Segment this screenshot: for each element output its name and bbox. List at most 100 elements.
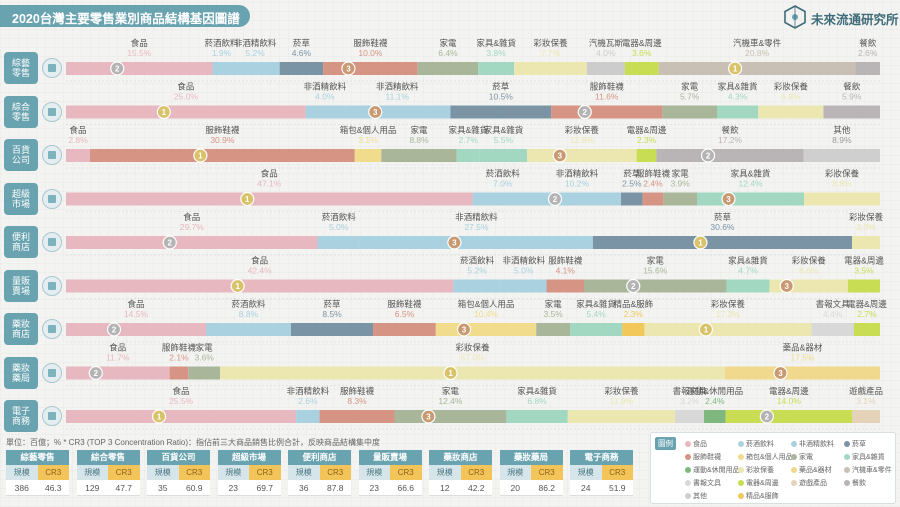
summary-column: 藥妝商店 規模 CR3 12 42.2: [429, 450, 492, 496]
bar-segment: [636, 149, 657, 162]
rank-badge-number: 2: [94, 369, 99, 378]
legend-label: 汽機車&零件: [852, 467, 892, 474]
summary-scale-header: 規模: [570, 465, 602, 480]
bar-segment: [453, 279, 501, 293]
legend-item: 其他: [685, 491, 707, 501]
segment-category-label: 遊戲產品: [849, 386, 883, 396]
bar-segment: [500, 279, 547, 293]
rank-badge-number: 3: [373, 108, 378, 117]
bar-segment: [644, 323, 812, 336]
segment-value-label: 12.8%: [570, 135, 595, 145]
rank-badge-number: 2: [112, 326, 117, 335]
rank-badge-number: 3: [452, 239, 457, 248]
segment-value-label: 2.7%: [857, 309, 877, 319]
segment-value-label: 3.1%: [358, 135, 378, 145]
rank-badge: [700, 148, 716, 163]
bar-segment: [624, 62, 659, 75]
row-label-text: 公司: [11, 155, 30, 165]
segment-category-label: 家電: [411, 125, 429, 135]
bar-segment: [551, 105, 663, 119]
rank-badge: [727, 61, 743, 76]
legend-label: 其他: [693, 493, 707, 500]
bar-segment: [855, 62, 880, 75]
bar-segment: [567, 410, 676, 423]
bar-segment: [803, 149, 880, 162]
segment-category-label: 食品: [69, 125, 86, 135]
segment-value-label: 5.0%: [514, 266, 534, 276]
legend-item: 食品: [685, 439, 707, 449]
row-label: 電子 商務: [4, 400, 38, 432]
segment-value-label: 17.3%: [716, 309, 741, 319]
segment-value-label: 12.4%: [738, 179, 763, 189]
segment-value-label: 4.0%: [315, 92, 335, 102]
bar-segment: [546, 279, 584, 293]
legend-item: 汽機車&零件: [844, 465, 892, 475]
segment-category-label: 電器&周邊: [847, 299, 887, 309]
bar-segment: [450, 105, 552, 119]
segment-category-label: 汽機車&零件: [733, 38, 782, 48]
segment-value-label: 30.9%: [210, 135, 235, 145]
bar-segment: [656, 149, 804, 162]
row-label-text: 商店: [11, 242, 30, 252]
segment-value-label: 14.0%: [777, 396, 802, 406]
segment-category-label: 家電: [681, 82, 699, 92]
legend-swatch: [685, 441, 691, 448]
bar-segment: [852, 410, 880, 423]
row-label: 藥妝 藥局: [4, 356, 38, 389]
segment-value-label: 12.4%: [438, 396, 463, 406]
row-label: 量販 賣場: [4, 269, 38, 302]
rank-badge: [341, 61, 356, 76]
summary-scale-value: 12: [440, 483, 450, 493]
segment-category-label: 食品: [177, 82, 194, 92]
rank-badge-number: 1: [198, 152, 203, 161]
bar-segment: [296, 410, 320, 423]
segment-value-label: 7.7%: [541, 48, 561, 58]
bar-segment: [394, 410, 507, 423]
summary-cr3-header: CR3: [108, 465, 140, 480]
legend-item: 家電: [791, 452, 813, 462]
segment-value-label: 3.1%: [856, 396, 876, 406]
segment-category-label: 彩妝保養: [711, 299, 746, 309]
category-icon: [42, 319, 62, 339]
segment-value-label: 57.0%: [461, 353, 486, 363]
row-label-text: 綜合: [11, 101, 30, 112]
summary-cr3-value: 87.8: [326, 483, 344, 493]
segment-value-label: 25.5%: [169, 396, 194, 406]
legend-label: 食品: [693, 441, 707, 448]
row-label: 藥妝 商店: [4, 313, 38, 345]
rank-badge-number: 3: [558, 152, 563, 161]
bar-segment: [344, 105, 451, 119]
rank-badge: [368, 104, 383, 120]
segment-value-label: 10.5%: [489, 92, 514, 102]
summary-retailer-name: 綜合零售: [76, 450, 140, 465]
summary-column: 量販賣場 規模 CR3 23 66.6: [358, 450, 422, 496]
segment-category-label: 菸草: [714, 212, 732, 222]
bar-segment: [663, 192, 698, 206]
summary-cr3-value: 86.2: [538, 483, 556, 493]
rank-badge: [421, 409, 436, 424]
bar-segment: [570, 323, 623, 336]
bar-segment: [359, 236, 593, 249]
bar-segment: [622, 323, 645, 336]
legend-label: 家具&雜貨: [852, 454, 885, 461]
segment-category-label: 彩妝保養: [534, 38, 569, 48]
segment-category-label: 食品: [251, 256, 268, 266]
segment-category-label: 菸酒飲料: [486, 169, 521, 179]
segment-category-label: 服飾鞋襪: [205, 125, 240, 135]
summary-cr3-value: 46.3: [44, 483, 62, 493]
legend-item: 運動&休閒用品: [685, 465, 740, 475]
bar-segment: [725, 410, 853, 423]
summary-scale-value: 24: [581, 483, 591, 493]
row-label-text: 百貨: [11, 145, 30, 155]
segment-category-label: 藥品&器材: [783, 343, 823, 353]
summary-cr3-header: CR3: [460, 465, 492, 480]
bar-segment: [373, 323, 436, 336]
segment-category-label: 菸酒飲料: [460, 256, 495, 266]
segment-value-label: 2.8%: [68, 135, 88, 145]
segment-value-label: 3.3%: [856, 222, 876, 232]
legend-swatch: [791, 480, 797, 487]
row-label-text: 賣場: [11, 285, 30, 296]
rank-badge: [547, 191, 563, 207]
segment-value-label: 10.2%: [565, 179, 590, 189]
segment-value-label: 3.6%: [194, 353, 214, 363]
